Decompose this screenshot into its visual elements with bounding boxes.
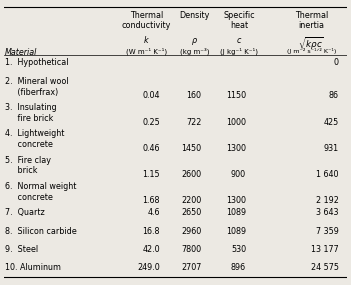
Text: 9.  Steel: 9. Steel [5,245,38,254]
Text: 1.  Hypothetical: 1. Hypothetical [5,58,69,68]
Text: 1150: 1150 [226,91,246,100]
Text: Specific
heat: Specific heat [223,11,255,30]
Text: 1300: 1300 [226,144,246,153]
Text: 3.  Insulating
     fire brick: 3. Insulating fire brick [5,103,57,123]
Text: 0.25: 0.25 [142,118,160,127]
Text: 1000: 1000 [226,118,246,127]
Text: 896: 896 [231,263,246,272]
Text: 1300: 1300 [226,196,246,205]
Text: 530: 530 [231,245,246,254]
Text: (J kg⁻¹ K⁻¹): (J kg⁻¹ K⁻¹) [220,48,258,55]
Text: Thermal
inertia: Thermal inertia [295,11,328,30]
Text: 6.  Normal weight
     concrete: 6. Normal weight concrete [5,182,77,201]
Text: 10. Aluminum: 10. Aluminum [5,263,61,272]
Text: 42.0: 42.0 [143,245,160,254]
Text: 1089: 1089 [226,227,246,236]
Text: 2650: 2650 [181,208,201,217]
Text: 722: 722 [186,118,201,127]
Text: k: k [144,36,148,45]
Text: 160: 160 [186,91,201,100]
Text: 16.8: 16.8 [143,227,160,236]
Text: 4.  Lightweight
     concrete: 4. Lightweight concrete [5,129,65,149]
Text: ρ: ρ [192,36,197,45]
Text: 900: 900 [231,170,246,179]
Text: 2 192: 2 192 [316,196,339,205]
Text: 1.15: 1.15 [143,170,160,179]
Text: 1.68: 1.68 [143,196,160,205]
Text: (W m⁻¹ K⁻¹): (W m⁻¹ K⁻¹) [126,48,167,55]
Text: 3 643: 3 643 [316,208,339,217]
Text: 24 575: 24 575 [311,263,339,272]
Text: 0: 0 [334,58,339,68]
Text: c: c [237,36,241,45]
Text: 1089: 1089 [226,208,246,217]
Text: 425: 425 [324,118,339,127]
Text: 7800: 7800 [181,245,201,254]
Text: 2.  Mineral wool
     (fiberfrax): 2. Mineral wool (fiberfrax) [5,77,69,97]
Text: 4.6: 4.6 [147,208,160,217]
Text: (kg m⁻³): (kg m⁻³) [180,48,209,55]
Text: 0.46: 0.46 [143,144,160,153]
Text: 249.0: 249.0 [137,263,160,272]
Text: 13 177: 13 177 [311,245,339,254]
Text: 86: 86 [329,91,339,100]
Text: 1 640: 1 640 [316,170,339,179]
Text: Density: Density [179,11,210,20]
Text: Material: Material [5,48,38,56]
Text: 931: 931 [324,144,339,153]
Text: 0.04: 0.04 [143,91,160,100]
Text: 8.  Silicon carbide: 8. Silicon carbide [5,227,77,236]
Text: 7.  Quartz: 7. Quartz [5,208,45,217]
Text: 2707: 2707 [181,263,201,272]
Text: 2600: 2600 [181,170,201,179]
Text: 5.  Fire clay
     brick: 5. Fire clay brick [5,156,51,175]
Text: 2200: 2200 [181,196,201,205]
Text: $\sqrt{k\rho c}$: $\sqrt{k\rho c}$ [298,36,324,52]
Text: 2960: 2960 [181,227,201,236]
Text: 1450: 1450 [181,144,201,153]
Text: 7 359: 7 359 [316,227,339,236]
Text: (J m⁻² s⁻¹ᐟ² K⁻¹): (J m⁻² s⁻¹ᐟ² K⁻¹) [287,48,336,54]
Text: Thermal
conductivity: Thermal conductivity [121,11,171,30]
